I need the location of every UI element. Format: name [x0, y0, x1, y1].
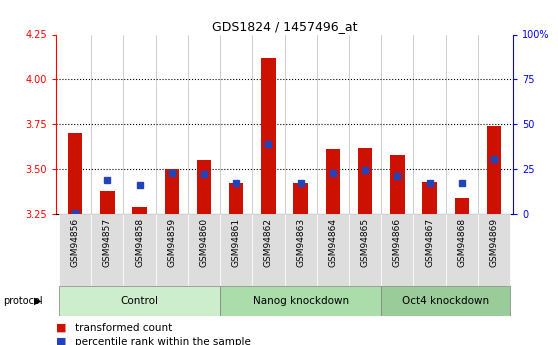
Text: GSM94859: GSM94859 — [167, 218, 176, 267]
Bar — [294, 184, 308, 214]
Bar — [487, 126, 501, 214]
Bar — [413, 214, 446, 286]
Text: GSM94863: GSM94863 — [296, 218, 305, 267]
Bar — [446, 214, 478, 286]
Bar — [220, 214, 252, 286]
Text: GSM94867: GSM94867 — [425, 218, 434, 267]
Bar — [252, 214, 285, 286]
Text: transformed count: transformed count — [75, 323, 172, 333]
Text: GSM94865: GSM94865 — [360, 218, 369, 267]
Text: ▶: ▶ — [34, 296, 42, 306]
Bar — [326, 149, 340, 214]
Bar — [59, 214, 92, 286]
Bar — [358, 148, 372, 214]
Text: protocol: protocol — [3, 296, 42, 306]
Text: Control: Control — [121, 296, 158, 306]
Bar — [156, 214, 188, 286]
Text: Oct4 knockdown: Oct4 knockdown — [402, 296, 489, 306]
Bar — [349, 214, 381, 286]
Bar — [100, 190, 114, 214]
Text: GSM94856: GSM94856 — [71, 218, 80, 267]
Bar — [197, 160, 211, 214]
Bar — [188, 214, 220, 286]
Text: GSM94860: GSM94860 — [200, 218, 209, 267]
Text: GSM94862: GSM94862 — [264, 218, 273, 267]
Bar — [165, 169, 179, 214]
Bar — [422, 181, 437, 214]
Bar — [317, 214, 349, 286]
Bar — [381, 214, 413, 286]
Bar — [390, 155, 405, 214]
Bar — [285, 214, 317, 286]
Bar — [478, 214, 510, 286]
Bar — [381, 286, 510, 316]
Bar — [92, 214, 123, 286]
Text: GSM94868: GSM94868 — [458, 218, 466, 267]
Text: Nanog knockdown: Nanog knockdown — [253, 296, 349, 306]
Text: GSM94869: GSM94869 — [489, 218, 498, 267]
Bar — [123, 214, 156, 286]
Title: GDS1824 / 1457496_at: GDS1824 / 1457496_at — [212, 20, 357, 33]
Text: GSM94864: GSM94864 — [329, 218, 338, 267]
Text: ■: ■ — [56, 323, 66, 333]
Bar — [220, 286, 381, 316]
Bar — [229, 184, 243, 214]
Bar — [132, 207, 147, 214]
Bar — [455, 198, 469, 214]
Text: GSM94866: GSM94866 — [393, 218, 402, 267]
Text: percentile rank within the sample: percentile rank within the sample — [75, 337, 251, 345]
Text: ■: ■ — [56, 337, 66, 345]
Bar — [68, 133, 83, 214]
Text: GSM94861: GSM94861 — [232, 218, 240, 267]
Text: GSM94858: GSM94858 — [135, 218, 144, 267]
Bar — [59, 286, 220, 316]
Text: GSM94857: GSM94857 — [103, 218, 112, 267]
Bar — [261, 58, 276, 214]
